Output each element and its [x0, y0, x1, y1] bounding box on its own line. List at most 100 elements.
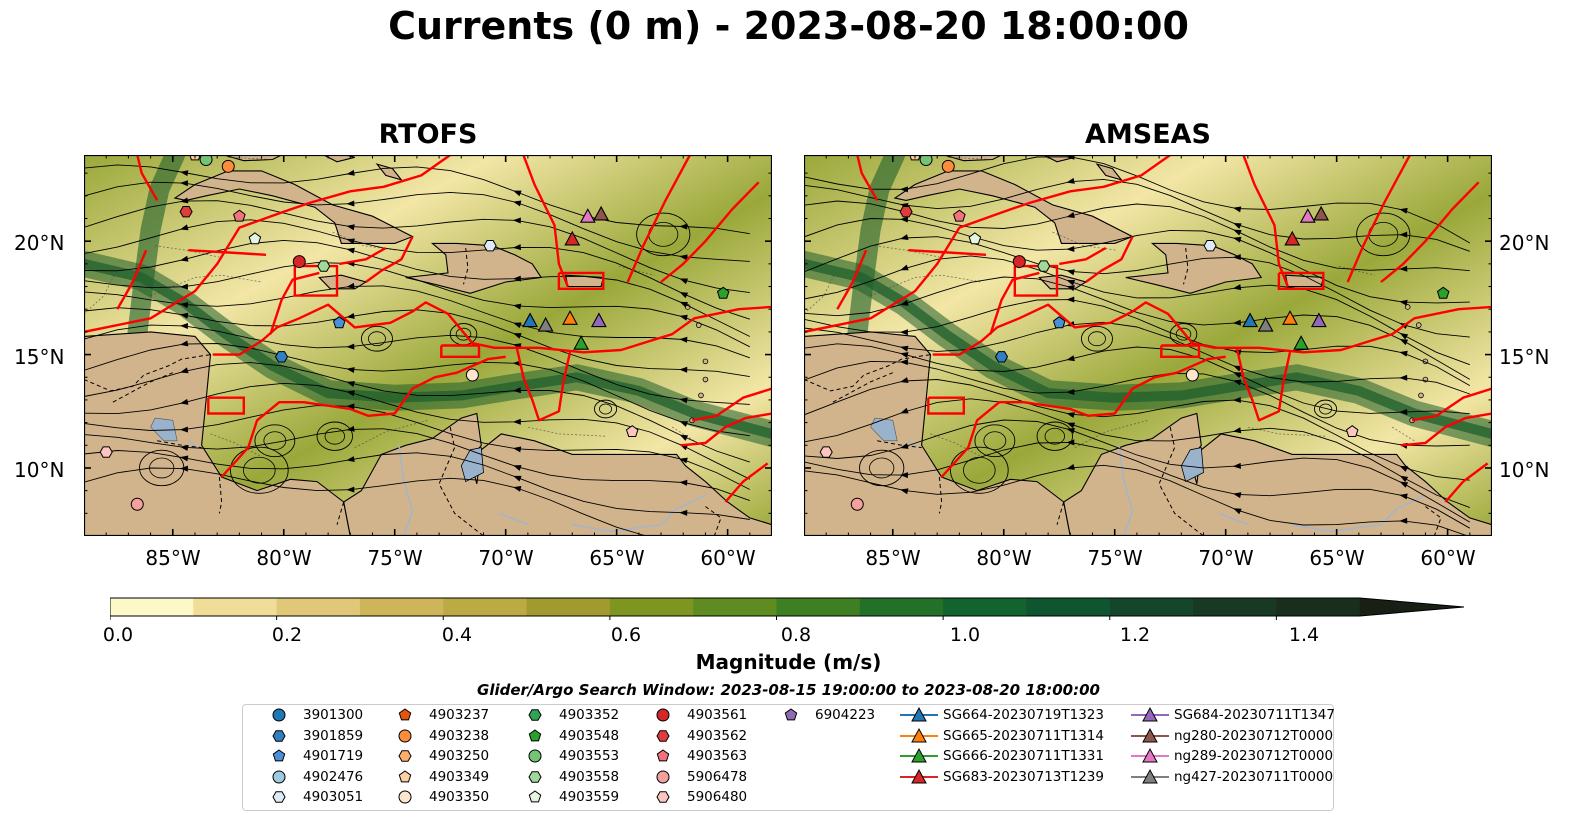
lon-label-75w-left: 75°W — [367, 546, 423, 570]
eez-boundary — [522, 155, 569, 287]
eddy-streamline — [869, 457, 895, 479]
glider-marker[interactable] — [537, 316, 554, 332]
argo-float-marker[interactable] — [248, 232, 262, 245]
eddy-streamline — [1175, 327, 1192, 341]
river-line — [1292, 494, 1426, 533]
argo-float-marker[interactable] — [465, 368, 479, 382]
glider-marker[interactable] — [1313, 205, 1330, 221]
country-border — [832, 372, 893, 403]
streamline-arrow — [512, 446, 522, 453]
legend-item-argo: 4901719 — [259, 747, 363, 765]
glider-marker[interactable] — [1310, 312, 1327, 328]
map-frame — [804, 155, 1492, 536]
argo-float-marker[interactable] — [968, 232, 982, 245]
streamline-arrow — [346, 312, 355, 319]
streamline-arrow — [900, 234, 909, 240]
argo-float-marker[interactable] — [1052, 316, 1066, 329]
argo-float-marker[interactable] — [994, 351, 1009, 363]
country-border — [463, 247, 469, 285]
argo-float-marker[interactable] — [899, 206, 913, 218]
colorbar-segment — [193, 598, 278, 616]
argo-float-marker[interactable] — [179, 206, 193, 218]
argo-float-marker[interactable] — [1185, 368, 1199, 382]
streamline — [84, 200, 750, 294]
argo-float-marker[interactable] — [221, 159, 235, 173]
streamline-arrow — [679, 314, 688, 321]
argo-float-marker[interactable] — [332, 316, 346, 329]
lesser-antilles-island — [702, 376, 709, 383]
legend-label: ng289-20230712T0000 — [1174, 748, 1334, 764]
eddy-streamline — [974, 424, 1016, 458]
streamline-arrow — [1399, 517, 1408, 524]
argo-float-marker[interactable] — [292, 255, 306, 269]
eez-boundary — [1400, 412, 1492, 447]
legend-marker — [656, 729, 670, 742]
argo-float-marker[interactable] — [130, 497, 144, 511]
lesser-antilles-island — [1404, 304, 1411, 310]
legend-label: 4903548 — [559, 727, 620, 744]
streamline-arrow — [679, 366, 688, 373]
argo-float-marker[interactable] — [919, 155, 933, 167]
argo-float-marker[interactable] — [274, 351, 289, 363]
argo-float-marker[interactable] — [850, 497, 864, 511]
legend-marker — [900, 727, 938, 742]
glider-marker[interactable] — [1282, 310, 1298, 325]
argo-float-marker[interactable] — [317, 260, 331, 272]
country-border — [438, 426, 484, 536]
streamline-arrow — [179, 340, 189, 347]
streamline-arrow — [900, 488, 909, 495]
legend-label: SG666-20230711T1331 — [943, 748, 1104, 764]
eddy-streamline — [594, 399, 618, 419]
glider-marker[interactable] — [1257, 316, 1274, 332]
glider-marker[interactable] — [1242, 312, 1259, 328]
glider-marker[interactable] — [1299, 208, 1316, 223]
argo-float-marker[interactable] — [199, 155, 213, 167]
argo-float-marker[interactable] — [483, 240, 497, 252]
glider-marker[interactable] — [590, 312, 607, 328]
argo-float-marker[interactable] — [99, 446, 113, 458]
amseas-map[interactable] — [804, 155, 1492, 536]
lake-nicaragua — [150, 417, 178, 442]
streamline-arrow — [1399, 231, 1408, 238]
argo-float-marker[interactable] — [1345, 425, 1359, 437]
argo-float-marker[interactable] — [716, 286, 730, 299]
streamline — [804, 360, 1470, 447]
glider-marker[interactable] — [593, 205, 610, 221]
streamline-arrow — [1232, 462, 1241, 469]
legend-label: SG683-20230713T1239 — [943, 768, 1104, 785]
legend-item-argo: 4903559 — [515, 788, 619, 806]
argo-float-marker[interactable] — [1012, 255, 1026, 269]
streamline-arrow — [179, 426, 188, 433]
eddy-streamline — [1356, 212, 1411, 257]
streamline-arrow — [679, 278, 688, 285]
eez-boundary — [269, 271, 320, 335]
legend-marker — [398, 750, 412, 762]
glider-marker[interactable] — [573, 335, 590, 350]
argo-float-marker[interactable] — [1037, 260, 1051, 272]
eez-boundary — [1160, 344, 1201, 359]
streamline-arrow — [180, 367, 189, 374]
glider-marker[interactable] — [522, 312, 539, 328]
streamline-arrow — [1066, 245, 1075, 252]
argo-float-marker[interactable] — [941, 159, 955, 173]
argo-float-marker[interactable] — [953, 209, 966, 222]
argo-float-marker[interactable] — [1203, 240, 1217, 252]
streamline-arrow — [179, 283, 188, 290]
glider-marker[interactable] — [579, 208, 596, 223]
streamline-arrow — [1066, 355, 1075, 362]
country-border — [336, 501, 345, 525]
argo-float-marker[interactable] — [1436, 286, 1450, 299]
glider-marker[interactable] — [564, 230, 581, 246]
glider-marker[interactable] — [1284, 230, 1301, 246]
streamline-arrow — [346, 200, 355, 207]
lake-nicaragua — [870, 417, 898, 442]
glider-marker[interactable] — [1293, 335, 1310, 350]
legend-label: ng427-20230711T0000 — [1174, 768, 1334, 785]
rtofs-map[interactable] — [84, 155, 772, 536]
glider-marker[interactable] — [562, 310, 578, 325]
argo-float-marker[interactable] — [625, 425, 639, 437]
argo-float-marker[interactable] — [819, 446, 833, 458]
country-border — [1056, 501, 1065, 525]
colorbar-segment — [776, 598, 861, 616]
argo-float-marker[interactable] — [233, 209, 246, 222]
